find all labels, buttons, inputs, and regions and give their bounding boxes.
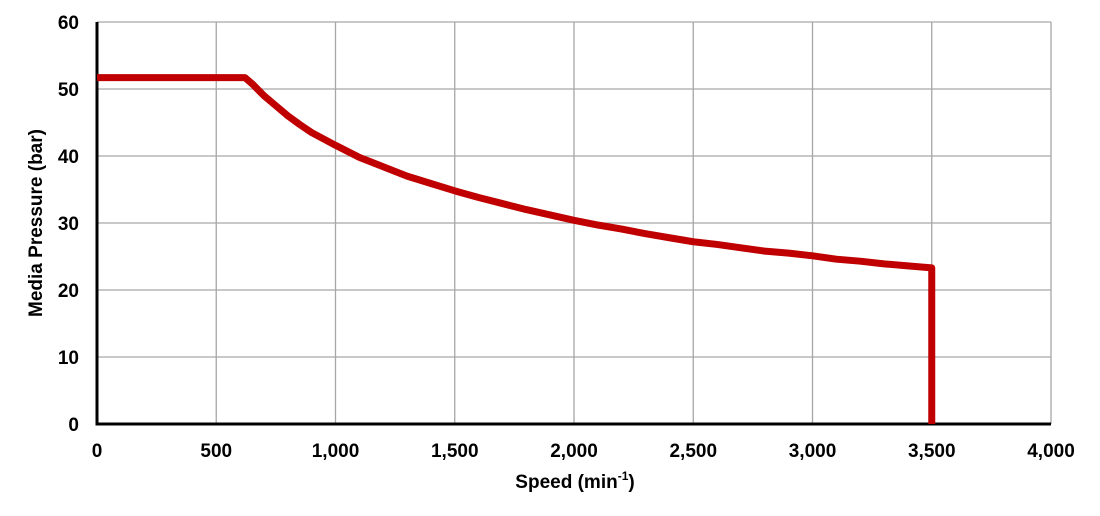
x-tick-label: 3,000 (789, 441, 837, 462)
x-axis-title-superscript: -1 (618, 469, 629, 483)
x-tick-label: 4,000 (1027, 441, 1075, 462)
series-layer (97, 74, 936, 424)
x-axis-title-close: ) (628, 472, 634, 493)
x-axis-title-text: Speed (min (515, 472, 617, 493)
x-tick-label: 2,500 (669, 441, 717, 462)
y-tick-label: 30 (58, 214, 79, 235)
y-axis-title: Media Pressure (bar) (26, 129, 47, 317)
tick-labels: 0 500 1,000 1,500 2,000 2,500 3,000 3,500 4,000 0… (58, 13, 1075, 462)
y-tick-label: 10 (58, 348, 79, 369)
x-axis-title: Speed (min-1) (515, 469, 634, 493)
grid (97, 21, 1052, 424)
series-line (97, 74, 936, 424)
axes (95, 22, 1051, 426)
x-tick-label: 1,500 (431, 441, 479, 462)
x-tick-label: 1,000 (312, 441, 360, 462)
x-tick-label: 3,500 (908, 441, 956, 462)
y-tick-label: 20 (58, 281, 79, 302)
x-tick-label: 500 (200, 441, 232, 462)
x-tick-label: 2,000 (550, 441, 598, 462)
x-tick-label: 0 (92, 441, 103, 462)
y-tick-label: 60 (58, 13, 79, 34)
y-tick-label: 50 (58, 80, 79, 101)
y-tick-label: 40 (58, 147, 79, 168)
y-tick-label: 0 (68, 415, 79, 436)
